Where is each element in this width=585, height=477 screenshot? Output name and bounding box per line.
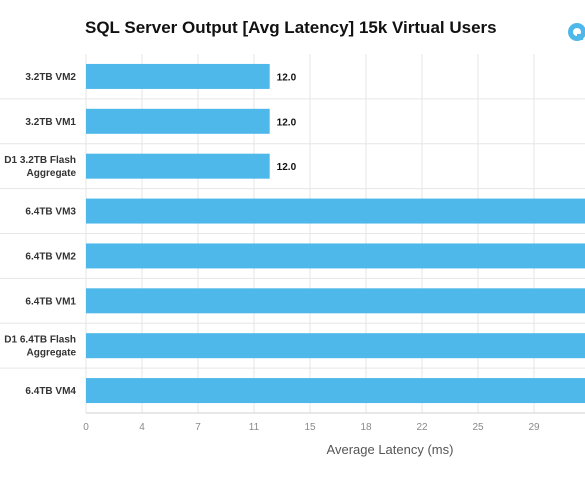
grid-lines xyxy=(0,54,585,414)
brand-logo-icon xyxy=(568,23,585,41)
category-label: 6.4TB VM3 xyxy=(25,207,76,218)
chart-title: SQL Server Output [Avg Latency] 15k Virt… xyxy=(85,18,497,37)
bar xyxy=(86,378,585,404)
category-label: 3.2TB VM2 xyxy=(25,72,76,83)
x-tick-label: 25 xyxy=(472,422,484,433)
x-tick-label: 0 xyxy=(83,422,89,433)
bar xyxy=(86,63,270,89)
category-label: 6.4TB VM1 xyxy=(25,296,76,307)
bar xyxy=(86,243,585,269)
category-label: D1 3.2TB Flash Aggregate xyxy=(4,155,76,179)
x-tick-label: 29 xyxy=(528,422,540,433)
x-tick-label: 18 xyxy=(360,422,372,433)
data-label: 12.0 xyxy=(277,162,297,173)
category-label: D1 6.4TB Flash Aggregate xyxy=(4,335,76,359)
category-label: 6.4TB VM4 xyxy=(25,386,76,397)
data-label: 12.0 xyxy=(277,72,297,83)
data-label: 12.0 xyxy=(277,117,297,128)
bar xyxy=(86,333,585,359)
bar xyxy=(86,153,270,179)
category-label: 6.4TB VM2 xyxy=(25,251,76,262)
x-tick-label: 11 xyxy=(249,422,260,433)
x-tick-label: 7 xyxy=(195,422,201,433)
bars xyxy=(86,63,585,404)
bar xyxy=(86,288,585,314)
category-label: 3.2TB VM1 xyxy=(25,117,76,128)
bar xyxy=(86,108,270,134)
x-tick-label: 4 xyxy=(139,422,145,433)
x-tick-label: 15 xyxy=(304,422,316,433)
x-tick-label: 22 xyxy=(416,422,428,433)
x-axis-title: Average Latency (ms) xyxy=(327,442,454,457)
bar xyxy=(86,198,585,224)
